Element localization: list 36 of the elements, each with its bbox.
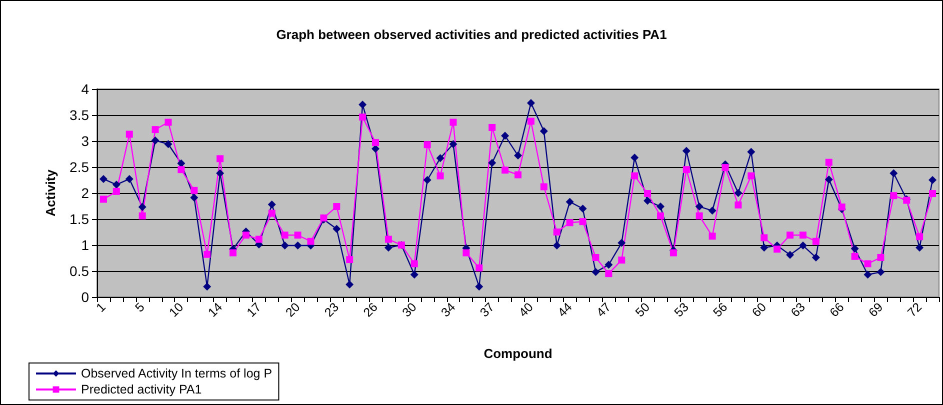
x-tick-label: 17 [244, 300, 264, 320]
legend-label: Predicted activity PA1 [81, 382, 202, 396]
x-axis-title: Compound [484, 346, 552, 361]
legend-label: Observed Activity In terms of log P [81, 366, 272, 380]
x-tick-label: 50 [632, 300, 653, 320]
y-tick-label: 3.5 [70, 107, 90, 123]
x-tick-label: 5 [132, 300, 148, 315]
x-tick-label: 40 [516, 300, 536, 320]
x-tick-label: 1 [94, 300, 108, 315]
x-tick-label: 14 [205, 300, 226, 320]
x-tick-label: 47 [594, 300, 614, 320]
y-tick-label: 0 [81, 289, 90, 305]
x-tick-label: 20 [283, 300, 303, 320]
y-tick-label: 1.5 [70, 211, 90, 227]
y-axis-title: Activity [43, 168, 58, 216]
x-tick-label: 34 [438, 300, 458, 320]
chart-title: Graph between observed activities and predicted activities PA1 [276, 27, 667, 42]
x-tick-label: 37 [477, 300, 498, 320]
x-tick-label: 44 [555, 300, 575, 320]
y-tick-label: 2.5 [70, 159, 90, 175]
x-tick-label: 56 [710, 300, 730, 320]
x-tick-label: 60 [749, 300, 770, 320]
x-tick-label: 23 [322, 300, 342, 320]
y-tick-label: 0.5 [70, 263, 90, 279]
y-tick-label: 4 [81, 81, 90, 97]
x-tick-label: 66 [827, 300, 847, 320]
x-tick-label: 69 [866, 300, 886, 320]
y-tick-label: 1 [81, 237, 90, 253]
x-tick-label: 63 [788, 300, 808, 320]
y-tick-label: 2 [81, 185, 90, 201]
x-tick-label: 53 [672, 300, 692, 320]
x-tick-label: 30 [400, 300, 420, 320]
x-tick-label: 10 [166, 300, 186, 320]
x-tick-label: 72 [904, 300, 925, 320]
y-tick-label: 3 [81, 133, 90, 149]
x-tick-label: 26 [360, 300, 380, 320]
